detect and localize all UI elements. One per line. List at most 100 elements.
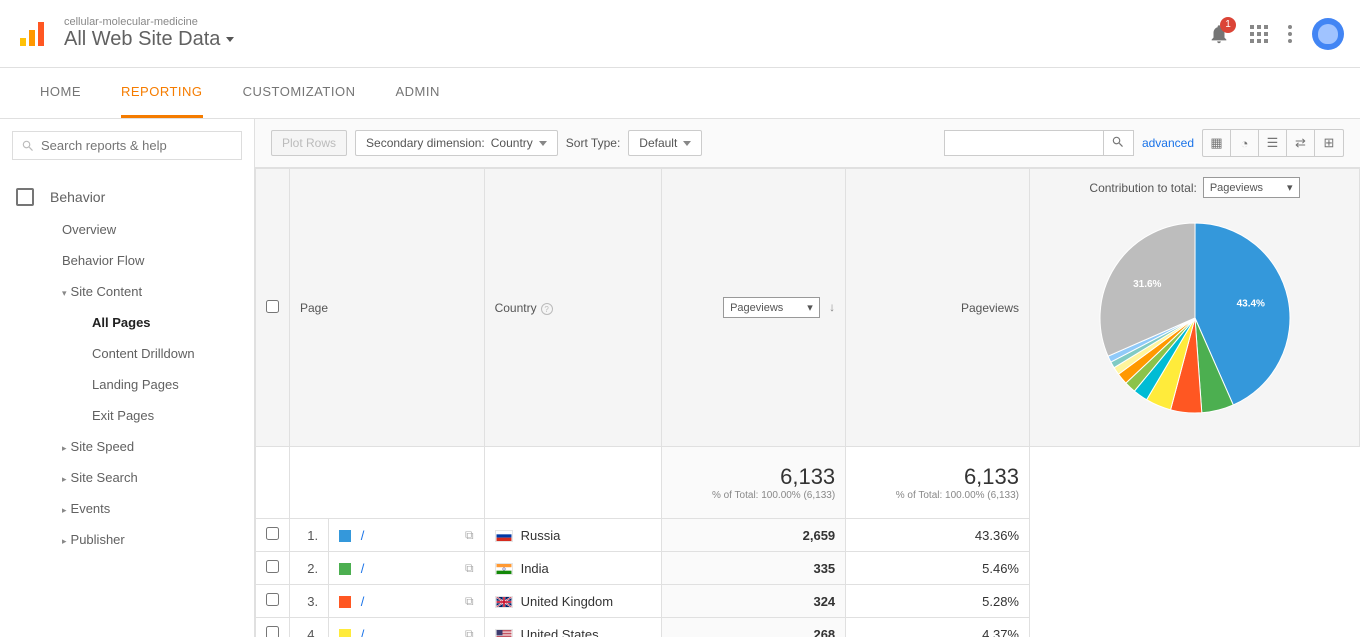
view-pivot-button[interactable]: ⊞ bbox=[1315, 130, 1343, 156]
more-options-button[interactable] bbox=[1288, 25, 1292, 43]
nav-section-header[interactable]: Behavior bbox=[12, 180, 242, 214]
account-name: cellular-molecular-medicine bbox=[64, 16, 1208, 28]
pageviews-cell: 2,659 bbox=[662, 519, 846, 552]
open-external-icon[interactable]: ⧉ bbox=[465, 528, 474, 543]
caret-right-icon: ▸ bbox=[62, 505, 67, 515]
column-country-header[interactable]: Country? bbox=[484, 169, 662, 447]
page-cell: / ⧉ bbox=[329, 552, 485, 585]
country-cell: United States bbox=[484, 618, 662, 638]
table-search bbox=[944, 130, 1134, 156]
view-comparison-button[interactable]: ⇄ bbox=[1287, 130, 1315, 156]
column-page-header[interactable]: Page bbox=[290, 169, 485, 447]
open-external-icon[interactable]: ⧉ bbox=[465, 627, 474, 638]
reports-search[interactable] bbox=[12, 131, 242, 160]
caret-right-icon: ▸ bbox=[62, 474, 67, 484]
total-pct-label: % of Total: 100.00% (6,133) bbox=[672, 490, 835, 501]
sidebar-item-landing-pages[interactable]: Landing Pages bbox=[12, 369, 242, 400]
nav-tab-home[interactable]: HOME bbox=[40, 68, 81, 118]
open-external-icon[interactable]: ⧉ bbox=[465, 594, 474, 609]
app-header: cellular-molecular-medicine All Web Site… bbox=[0, 0, 1360, 68]
table-search-input[interactable] bbox=[944, 130, 1104, 156]
nav-tab-reporting[interactable]: REPORTING bbox=[121, 68, 203, 118]
table-row: 2. / ⧉ India 335 5.46% bbox=[256, 552, 1360, 585]
select-all-header bbox=[256, 169, 290, 447]
total-pageviews-2: 6,133 bbox=[856, 464, 1019, 490]
pageviews-pct-cell: 4.37% bbox=[846, 618, 1030, 638]
sidebar-item-site-speed[interactable]: ▸Site Speed bbox=[12, 431, 242, 462]
country-cell: Russia bbox=[484, 519, 662, 552]
total-pageviews: 6,133 bbox=[672, 464, 835, 490]
main-content: Plot Rows Secondary dimension: Country S… bbox=[255, 119, 1360, 637]
sidebar-item-site-search[interactable]: ▸Site Search bbox=[12, 462, 242, 493]
row-checkbox[interactable] bbox=[266, 593, 279, 606]
page-cell: / ⧉ bbox=[329, 585, 485, 618]
page-link[interactable]: / bbox=[361, 528, 365, 543]
nav-section-behavior: Behavior OverviewBehavior Flow▾Site Cont… bbox=[12, 180, 242, 555]
user-avatar[interactable] bbox=[1312, 18, 1344, 50]
flag-icon bbox=[495, 629, 513, 637]
sidebar-item-overview[interactable]: Overview bbox=[12, 214, 242, 245]
view-performance-button[interactable]: ☰ bbox=[1259, 130, 1287, 156]
account-selector[interactable]: cellular-molecular-medicine All Web Site… bbox=[64, 16, 1208, 51]
pageviews-pct-cell: 5.28% bbox=[846, 585, 1030, 618]
table-toolbar: Plot Rows Secondary dimension: Country S… bbox=[255, 119, 1360, 168]
contribution-column: Contribution to total: Pageviews▾ 43.4%3… bbox=[1030, 169, 1360, 447]
column-metric-header: Pageviews▾ ↓ bbox=[662, 169, 846, 447]
row-checkbox[interactable] bbox=[266, 626, 279, 637]
notification-badge: 1 bbox=[1220, 17, 1236, 33]
series-color-icon bbox=[339, 563, 351, 575]
row-index: 3. bbox=[290, 585, 329, 618]
table-row: 1. / ⧉ Russia 2,659 43.36% bbox=[256, 519, 1360, 552]
advanced-filter-link[interactable]: advanced bbox=[1142, 136, 1194, 150]
flag-icon bbox=[495, 530, 513, 542]
notifications-button[interactable]: 1 bbox=[1208, 23, 1230, 45]
country-cell: United Kingdom bbox=[484, 585, 662, 618]
caret-down-icon: ▾ bbox=[62, 288, 67, 298]
sidebar-item-exit-pages[interactable]: Exit Pages bbox=[12, 400, 242, 431]
secondary-dimension-selector[interactable]: Secondary dimension: Country bbox=[355, 130, 558, 156]
select-all-checkbox[interactable] bbox=[266, 300, 279, 313]
open-external-icon[interactable]: ⧉ bbox=[465, 561, 474, 576]
sidebar-item-events[interactable]: ▸Events bbox=[12, 493, 242, 524]
nav-tab-customization[interactable]: CUSTOMIZATION bbox=[243, 68, 356, 118]
caret-right-icon: ▸ bbox=[62, 536, 67, 546]
nav-tab-admin[interactable]: ADMIN bbox=[395, 68, 439, 118]
chevron-down-icon bbox=[539, 141, 547, 146]
row-index: 2. bbox=[290, 552, 329, 585]
sort-descending-icon[interactable]: ↓ bbox=[829, 300, 835, 314]
view-percentage-button[interactable]: ◔ bbox=[1231, 130, 1259, 156]
flag-icon bbox=[495, 596, 513, 608]
view-selector[interactable]: All Web Site Data bbox=[64, 28, 1208, 51]
table-row: 4. / ⧉ United States 268 4.37% bbox=[256, 618, 1360, 638]
pie-chart: 43.4%31.6% bbox=[1090, 218, 1300, 418]
sort-type-label: Sort Type: bbox=[566, 136, 620, 150]
page-link[interactable]: / bbox=[361, 594, 365, 609]
search-icon bbox=[21, 139, 35, 153]
row-checkbox[interactable] bbox=[266, 560, 279, 573]
pie-slice-label: 31.6% bbox=[1133, 279, 1161, 290]
sidebar-item-behavior-flow[interactable]: Behavior Flow bbox=[12, 245, 242, 276]
page-link[interactable]: / bbox=[361, 627, 365, 638]
header-actions: 1 bbox=[1208, 18, 1344, 50]
sidebar-item-all-pages[interactable]: All Pages bbox=[12, 307, 242, 338]
sidebar-item-content-drilldown[interactable]: Content Drilldown bbox=[12, 338, 242, 369]
sidebar-item-publisher[interactable]: ▸Publisher bbox=[12, 524, 242, 555]
metric-selector[interactable]: Pageviews▾ bbox=[723, 297, 820, 318]
contribution-metric-selector[interactable]: Pageviews▾ bbox=[1203, 177, 1300, 198]
apps-button[interactable] bbox=[1250, 25, 1268, 43]
reports-search-input[interactable] bbox=[41, 138, 233, 153]
pageviews-cell: 268 bbox=[662, 618, 846, 638]
table-row: 3. / ⧉ United Kingdom 324 5.28% bbox=[256, 585, 1360, 618]
pageviews-pct-cell: 43.36% bbox=[846, 519, 1030, 552]
plot-rows-button[interactable]: Plot Rows bbox=[271, 130, 347, 156]
summary-row: 6,133 % of Total: 100.00% (6,133) 6,133 … bbox=[256, 447, 1360, 519]
column-pageviews-header[interactable]: Pageviews bbox=[846, 169, 1030, 447]
page-link[interactable]: / bbox=[361, 561, 365, 576]
row-checkbox[interactable] bbox=[266, 527, 279, 540]
view-mode-buttons: ▦ ◔ ☰ ⇄ ⊞ bbox=[1202, 129, 1344, 157]
sidebar-item-site-content[interactable]: ▾Site Content bbox=[12, 276, 242, 307]
view-data-button[interactable]: ▦ bbox=[1203, 130, 1231, 156]
table-search-button[interactable] bbox=[1104, 130, 1134, 156]
ga-logo-icon bbox=[16, 18, 48, 50]
sort-type-selector[interactable]: Default bbox=[628, 130, 702, 156]
